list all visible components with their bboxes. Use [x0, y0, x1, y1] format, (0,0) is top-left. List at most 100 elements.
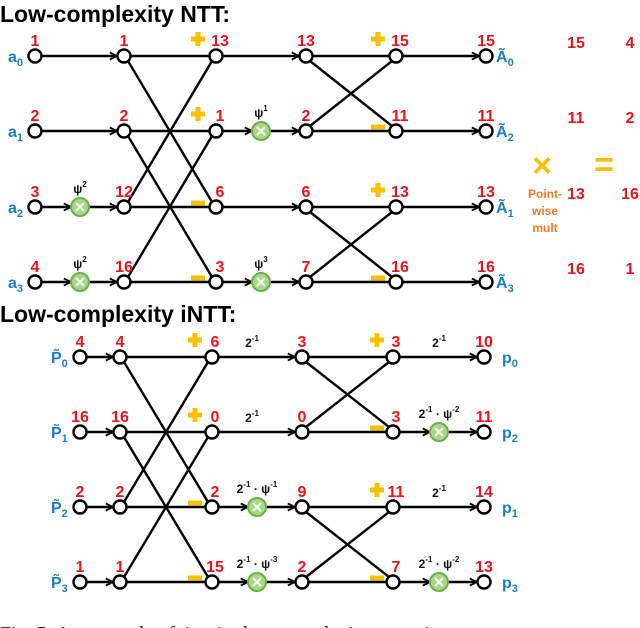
node-value: 2: [120, 108, 129, 125]
plus-icon: [191, 32, 205, 46]
node-value: 1: [120, 33, 129, 50]
twiddle-label: ψ2: [73, 180, 87, 196]
node: [478, 274, 494, 290]
node: [27, 199, 43, 215]
pointwise-operand: 13: [567, 186, 585, 203]
node: [208, 274, 224, 290]
node-value: 15: [206, 559, 224, 576]
node: [385, 574, 401, 590]
input-label: P̃0: [51, 347, 68, 370]
cross-edge: [122, 361, 210, 503]
node: [116, 123, 132, 139]
minus-icon: [370, 575, 384, 581]
multiplier-icon: [429, 572, 449, 592]
node-value: 0: [211, 409, 220, 426]
multiplier-icon: [70, 197, 90, 217]
node: [116, 274, 132, 290]
node-value: 3: [392, 409, 401, 426]
node: [294, 349, 310, 365]
node: [208, 48, 224, 64]
node-value: 2: [31, 108, 40, 125]
scale-factor-label: 2-1 · ψ-3: [237, 555, 278, 571]
cross-edge: [122, 436, 210, 578]
cross-edge: [309, 60, 393, 127]
node: [72, 349, 88, 365]
node: [298, 274, 314, 290]
node: [385, 349, 401, 365]
cross-edge: [126, 135, 214, 278]
node: [478, 199, 494, 215]
figure-caption: Fig. 5: An example of 4-point low-comple…: [0, 623, 450, 628]
node: [204, 424, 220, 440]
node-value: 13: [477, 184, 495, 201]
scale-factor-label: 2-1 · ψ-1: [237, 480, 278, 496]
node-value: 9: [298, 484, 307, 501]
node: [388, 123, 404, 139]
scale-factor-label: 2-1 · ψ-2: [419, 555, 460, 571]
node-value: 1: [31, 33, 40, 50]
multiplier-icon: [251, 272, 271, 292]
node-value: 11: [478, 108, 495, 125]
node-value: 2: [302, 108, 311, 125]
output-label: Ã2: [496, 121, 514, 144]
node-value: 6: [302, 184, 311, 201]
input-label: a2: [8, 200, 23, 220]
minus-icon: [191, 200, 205, 206]
node: [208, 199, 224, 215]
node: [476, 499, 492, 515]
input-label: P̃3: [51, 572, 68, 595]
node: [72, 574, 88, 590]
node: [476, 574, 492, 590]
node: [298, 199, 314, 215]
node-value: 15: [477, 33, 495, 50]
node-value: 10: [475, 334, 493, 351]
node-value: 2: [211, 484, 220, 501]
output-label: p0: [502, 350, 518, 370]
pointwise-result: 1: [626, 261, 635, 278]
node: [388, 199, 404, 215]
node: [388, 48, 404, 64]
twiddle-label: ψ3: [254, 255, 268, 271]
twiddle-label: ψ1: [254, 104, 268, 120]
node-value: 0: [298, 409, 307, 426]
node: [208, 123, 224, 139]
node: [204, 574, 220, 590]
scale-factor-label: 2-1: [432, 334, 446, 350]
cross-edge: [305, 511, 390, 578]
node-value: 6: [216, 184, 225, 201]
node: [294, 574, 310, 590]
node-value: 11: [392, 108, 409, 125]
node: [116, 48, 132, 64]
node: [112, 499, 128, 515]
node-value: 15: [391, 33, 409, 50]
node: [112, 349, 128, 365]
node-value: 4: [31, 259, 40, 276]
node-value: 11: [388, 484, 405, 501]
minus-icon: [371, 124, 385, 130]
output-label: p3: [502, 575, 518, 595]
node-value: 3: [216, 259, 225, 276]
scale-factor-label: 2-1 · ψ-2: [419, 405, 460, 421]
node: [294, 499, 310, 515]
plus-icon: [191, 107, 205, 121]
node-value: 3: [298, 334, 307, 351]
input-label: a0: [8, 49, 23, 69]
input-label: P̃2: [51, 497, 68, 520]
node-value: 1: [216, 108, 225, 125]
node-value: 3: [31, 184, 40, 201]
pointwise-label: wise: [531, 204, 558, 218]
output-label: Ã0: [496, 46, 514, 69]
scale-factor-label: 2-1: [432, 484, 446, 500]
node: [27, 123, 43, 139]
plus-icon: [371, 183, 385, 197]
plus-icon: [370, 333, 384, 347]
node: [478, 123, 494, 139]
node-value: 13: [211, 33, 229, 50]
node: [388, 274, 404, 290]
input-label: a3: [8, 275, 23, 295]
node-value: 14: [475, 484, 493, 501]
pointwise-label: Point-: [528, 187, 562, 201]
node: [298, 123, 314, 139]
output-label: Ã1: [496, 197, 514, 220]
